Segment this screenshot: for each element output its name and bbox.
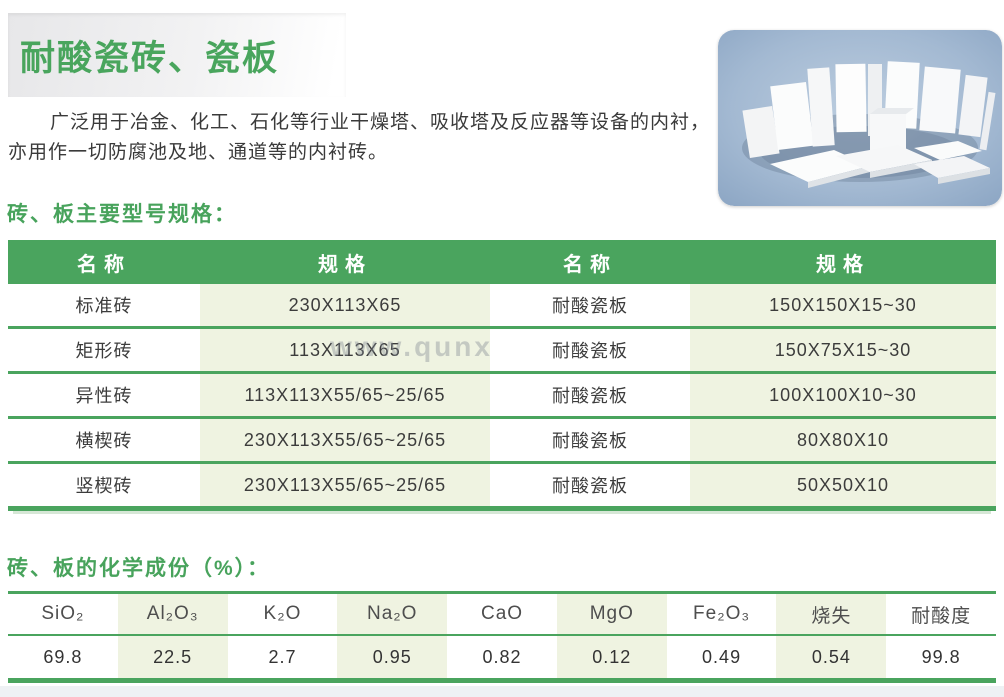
- chem-header-cell: 耐酸度: [911, 605, 972, 627]
- description-line-2: 亦用作一切防腐池及地、通道等的内衬砖。: [8, 142, 389, 163]
- spec-header-size-right: 规格: [816, 253, 870, 276]
- chem-value-cell: 99.8: [921, 646, 961, 667]
- spec-cell: 230X113X65: [200, 284, 490, 326]
- spec-cell: 耐酸瓷板: [490, 284, 690, 326]
- spec-cell: 150X75X15~30: [690, 329, 996, 371]
- chem-value-cell: 22.5: [117, 636, 228, 678]
- spec-cell: 230X113X55/65~25/65: [200, 419, 490, 461]
- page-bottom-strip: [0, 686, 1004, 697]
- chem-section-heading: 砖、板的化学成份（%）：: [7, 557, 271, 580]
- chem-value-cell: 2.7: [268, 646, 297, 667]
- title-banner: 耐酸瓷砖、瓷板: [8, 13, 346, 97]
- spec-cell: 150X150X15~30: [690, 284, 996, 326]
- spec-header-size-left: 规格: [318, 253, 372, 276]
- spec-cell: 50X50X10: [690, 464, 996, 506]
- chem-header-cell: Fe₂O₃: [693, 603, 751, 624]
- spec-table-row: 标准砖 230X113X65 耐酸瓷板 150X150X15~30: [8, 284, 996, 326]
- chem-value-cell: 0.95: [337, 636, 448, 678]
- chem-value-cell: 69.8: [43, 646, 83, 667]
- spec-cell: 耐酸瓷板: [490, 419, 690, 461]
- chem-value-cell: 0.49: [702, 646, 742, 667]
- spec-cell: 耐酸瓷板: [490, 329, 690, 371]
- chem-header-cell: 烧失: [776, 594, 887, 634]
- spec-cell: 耐酸瓷板: [490, 464, 690, 506]
- row-divider: [8, 416, 996, 419]
- chem-table-header-row: SiO₂ Al₂O₃ K₂O Na₂O CaO MgO Fe₂O₃ 烧失 耐酸度: [8, 594, 996, 634]
- chem-header-cell: K₂O: [263, 603, 302, 624]
- spec-cell: 耐酸瓷板: [490, 374, 690, 416]
- spec-header-name-left: 名称: [77, 253, 131, 276]
- chem-table-values-row: 69.8 22.5 2.7 0.95 0.82 0.12 0.49 0.54 9…: [8, 636, 996, 678]
- row-divider: [8, 461, 996, 464]
- spec-table-row: 横楔砖 230X113X55/65~25/65 耐酸瓷板 80X80X10: [8, 419, 996, 461]
- spec-cell: 异性砖: [8, 374, 200, 416]
- spec-table-row: 异性砖 113X113X55/65~25/65 耐酸瓷板 100X100X10~…: [8, 374, 996, 416]
- spec-table-row: 矩形砖 113X113X65 耐酸瓷板 150X75X15~30: [8, 329, 996, 371]
- row-divider: [8, 634, 996, 636]
- ceramic-tiles-photo: [718, 30, 1002, 206]
- chem-header-cell: Na₂O: [337, 594, 448, 634]
- spec-section-heading: 砖、板主要型号规格：: [7, 203, 237, 226]
- chem-value-cell: 0.12: [556, 636, 667, 678]
- spec-table: 名称 规格 名称 规格 标准砖 230X113X65 耐酸瓷板 150X150X…: [8, 240, 996, 511]
- spec-cell: 矩形砖: [8, 329, 200, 371]
- row-divider: [8, 371, 996, 374]
- page-title: 耐酸瓷砖、瓷板: [20, 38, 280, 78]
- chem-header-cell: CaO: [480, 603, 524, 624]
- spec-cell: 竖楔砖: [8, 464, 200, 506]
- description-line-1: 广泛用于冶金、化工、石化等行业干燥塔、吸收塔及反应器等设备的内衬，: [50, 112, 711, 133]
- spec-cell: 100X100X10~30: [690, 374, 996, 416]
- spec-cell: 113X113X65: [200, 329, 490, 371]
- chem-header-cell: MgO: [556, 594, 667, 634]
- spec-cell: 113X113X55/65~25/65: [200, 374, 490, 416]
- ceramic-tiles-illustration: [718, 30, 1002, 206]
- chem-table: SiO₂ Al₂O₃ K₂O Na₂O CaO MgO Fe₂O₃ 烧失 耐酸度…: [8, 591, 996, 683]
- chem-value-cell: 0.54: [776, 636, 887, 678]
- spec-cell: 标准砖: [8, 284, 200, 326]
- description: 广泛用于冶金、化工、石化等行业干燥塔、吸收塔及反应器等设备的内衬， 亦用作一切防…: [8, 108, 712, 168]
- spec-table-header-row: 名称 规格 名称 规格: [8, 240, 996, 284]
- spec-cell: 80X80X10: [690, 419, 996, 461]
- chem-header-cell: SiO₂: [41, 603, 85, 624]
- spec-table-row: 竖楔砖 230X113X55/65~25/65 耐酸瓷板 50X50X10: [8, 464, 996, 506]
- chem-value-cell: 0.82: [482, 646, 522, 667]
- row-divider: [8, 326, 996, 329]
- spec-header-name-right: 名称: [563, 253, 617, 276]
- chem-header-cell: Al₂O₃: [117, 594, 228, 634]
- spec-cell: 横楔砖: [8, 419, 200, 461]
- spec-cell: 230X113X55/65~25/65: [200, 464, 490, 506]
